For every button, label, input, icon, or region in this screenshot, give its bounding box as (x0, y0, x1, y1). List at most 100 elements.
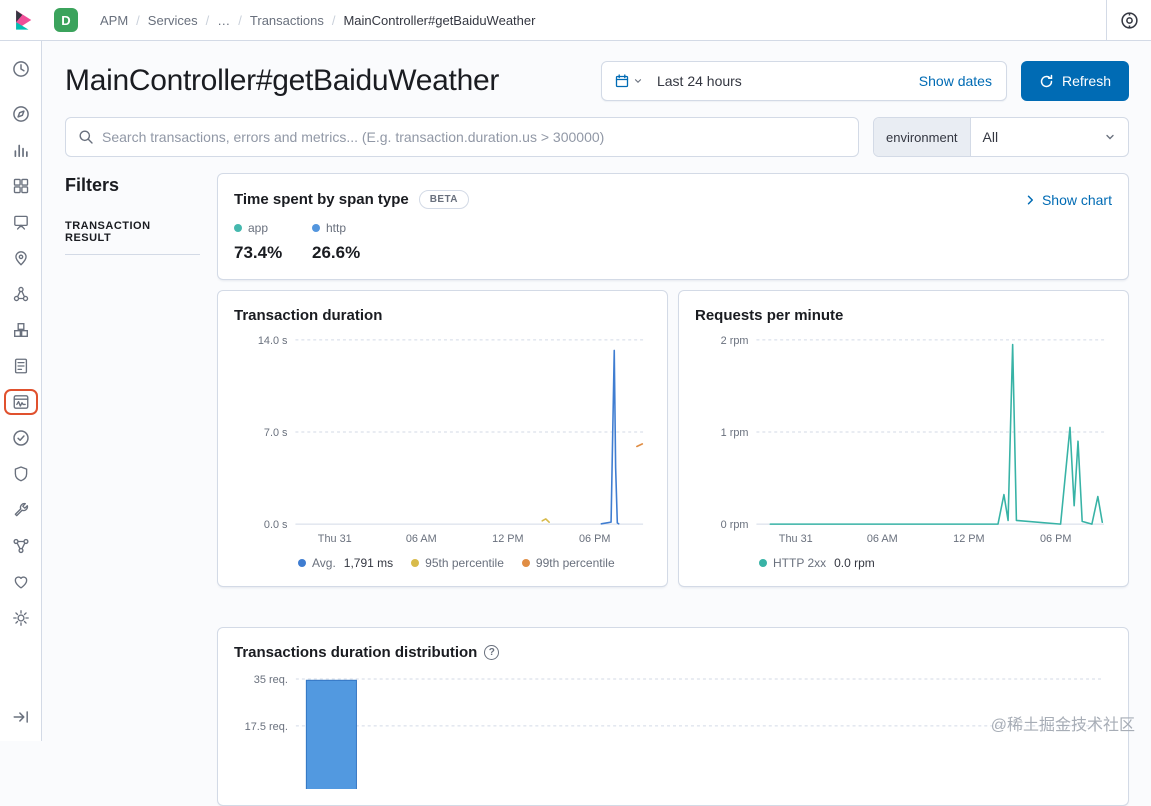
date-picker: Last 24 hours Show dates (600, 61, 1007, 101)
ml-nodes-icon (13, 286, 28, 302)
svg-text:1 rpm: 1 rpm (721, 427, 749, 439)
svg-text:7.0 s: 7.0 s (264, 427, 288, 439)
beta-badge: BETA (418, 190, 469, 209)
legend-item[interactable]: Avg. 1,791 ms (298, 556, 393, 570)
nav-maps[interactable] (0, 240, 42, 276)
gear-icon (12, 610, 29, 626)
span-legend-app[interactable]: app (234, 221, 306, 235)
nav-graph[interactable] (0, 528, 42, 564)
chart-legend: HTTP 2xx 0.0 rpm (695, 556, 1112, 570)
transaction-duration-panel: Transaction duration 14.0 s 7.0 s 0.0 s Thu… (217, 290, 668, 587)
nav-machine-learning[interactable] (0, 276, 42, 312)
span-type-http: http 26.6% (312, 221, 384, 263)
legend-dot-icon (521, 558, 530, 567)
nav-discover[interactable] (0, 96, 42, 132)
breadcrumb-item: MainController#getBaiduWeather (343, 12, 536, 28)
breadcrumb-item[interactable]: Transactions (249, 12, 324, 28)
graph-nodes-icon (12, 538, 29, 554)
show-chart-label: Show chart (1041, 191, 1112, 208)
compass-icon (12, 106, 29, 122)
chevron-down-icon (1106, 134, 1114, 140)
nav-siem[interactable] (0, 456, 42, 492)
collapse-icon (13, 711, 28, 723)
bar-chart-icon (14, 144, 28, 158)
breadcrumb-item[interactable]: APM (100, 12, 129, 28)
show-dates-link[interactable]: Show dates (918, 73, 992, 89)
chart-title: Transaction duration (234, 307, 383, 324)
nav-management[interactable] (0, 600, 42, 636)
filters-column: Filters TRANSACTION RESULT (65, 173, 217, 806)
breadcrumb-separator: / (331, 12, 336, 28)
nav-dev-tools[interactable] (0, 492, 42, 528)
space-badge[interactable]: D (54, 8, 78, 32)
nav-apm[interactable] (0, 384, 42, 420)
apm-highlight-box (3, 389, 38, 415)
nav-stack-monitoring[interactable] (0, 564, 42, 600)
calendar-dropdown-button[interactable] (602, 62, 651, 100)
span-label: http (326, 221, 347, 235)
chevron-down-icon (634, 79, 642, 84)
breadcrumb: APM / Services / … / Transactions / MainControll… (100, 13, 535, 28)
help-icon[interactable]: ? (484, 644, 500, 660)
span-label: app (248, 221, 269, 235)
svg-text:12 PM: 12 PM (492, 533, 523, 545)
breadcrumb-item[interactable]: Services (147, 12, 198, 28)
distribution-title: Transactions duration distribution (234, 643, 478, 661)
side-nav (0, 41, 42, 741)
app-dot-icon (234, 224, 242, 232)
topbar-divider (1106, 0, 1107, 40)
main-content: MainController#getBaiduWeather Last 24 h… (42, 41, 1151, 806)
legend-item[interactable]: 99th percentile (521, 556, 615, 570)
svg-text:0.0 s: 0.0 s (264, 519, 288, 531)
top-bar: D APM / Services / … / Transactions / MainContro… (0, 0, 1151, 41)
apm-pulse-icon (13, 395, 28, 409)
span-panel-title: Time spent by span type (234, 191, 409, 208)
watermark: @稀土掘金技术社区 (990, 717, 1135, 734)
chart-title: Requests per minute (695, 307, 844, 324)
legend-item[interactable]: 95th percentile (411, 556, 504, 570)
easel-icon (13, 215, 28, 230)
requests-per-minute-panel: Requests per minute 2 rpm 1 rpm 0 rpm Thu 3… (678, 290, 1129, 587)
refresh-button[interactable]: Refresh (1020, 61, 1129, 101)
nav-recently-viewed[interactable] (0, 51, 42, 87)
nav-canvas[interactable] (0, 204, 42, 240)
time-range-value[interactable]: Last 24 hours (656, 73, 742, 89)
svg-text:0 rpm: 0 rpm (721, 519, 749, 531)
kibana-logo-icon (16, 10, 32, 30)
transaction-duration-chart[interactable]: 14.0 s 7.0 s 0.0 s Thu 31 06 AM 12 PM 06 PM (234, 330, 651, 554)
page-title: MainController#getBaiduWeather (65, 64, 500, 97)
document-lines-icon (14, 358, 27, 374)
svg-text:35 req.: 35 req. (254, 674, 288, 686)
wrench-icon (14, 502, 28, 517)
nav-logs[interactable] (0, 348, 42, 384)
nav-uptime[interactable] (0, 420, 42, 456)
svg-text:Thu 31: Thu 31 (318, 533, 352, 545)
duration-distribution-chart[interactable]: 35 req. 17.5 req. (234, 669, 1112, 789)
cubes-icon (13, 323, 28, 337)
svg-text:06 AM: 06 AM (867, 533, 898, 545)
clock-check-icon (12, 430, 29, 446)
breadcrumb-item[interactable]: … (217, 12, 231, 28)
breadcrumb-separator: / (136, 12, 140, 28)
environment-select[interactable]: All (971, 118, 1128, 156)
nav-infrastructure[interactable] (0, 312, 42, 348)
svg-text:2 rpm: 2 rpm (721, 335, 749, 347)
nav-dashboard[interactable] (0, 168, 42, 204)
account-menu-button[interactable] (1107, 0, 1151, 40)
svg-text:06 PM: 06 PM (1040, 533, 1071, 545)
span-value-app: 73.4% (234, 243, 283, 262)
nav-visualize[interactable] (0, 132, 42, 168)
span-legend-http[interactable]: http (312, 221, 384, 235)
chevron-right-icon (1027, 195, 1033, 204)
kibana-logo[interactable] (12, 9, 34, 31)
nav-collapse[interactable] (0, 699, 42, 735)
span-value-http: 26.6% (312, 243, 361, 262)
dashboard-grid-icon (13, 178, 28, 194)
filters-heading: Filters (65, 175, 120, 195)
show-chart-link[interactable]: Show chart (1024, 192, 1112, 208)
legend-dot-icon (759, 558, 767, 567)
requests-per-minute-chart[interactable]: 2 rpm 1 rpm 0 rpm Thu 31 06 AM 12 PM 06 PM (695, 330, 1112, 554)
legend-item[interactable]: HTTP 2xx 0.0 rpm (759, 556, 875, 570)
search-input[interactable] (102, 129, 846, 145)
svg-text:06 PM: 06 PM (579, 533, 610, 545)
